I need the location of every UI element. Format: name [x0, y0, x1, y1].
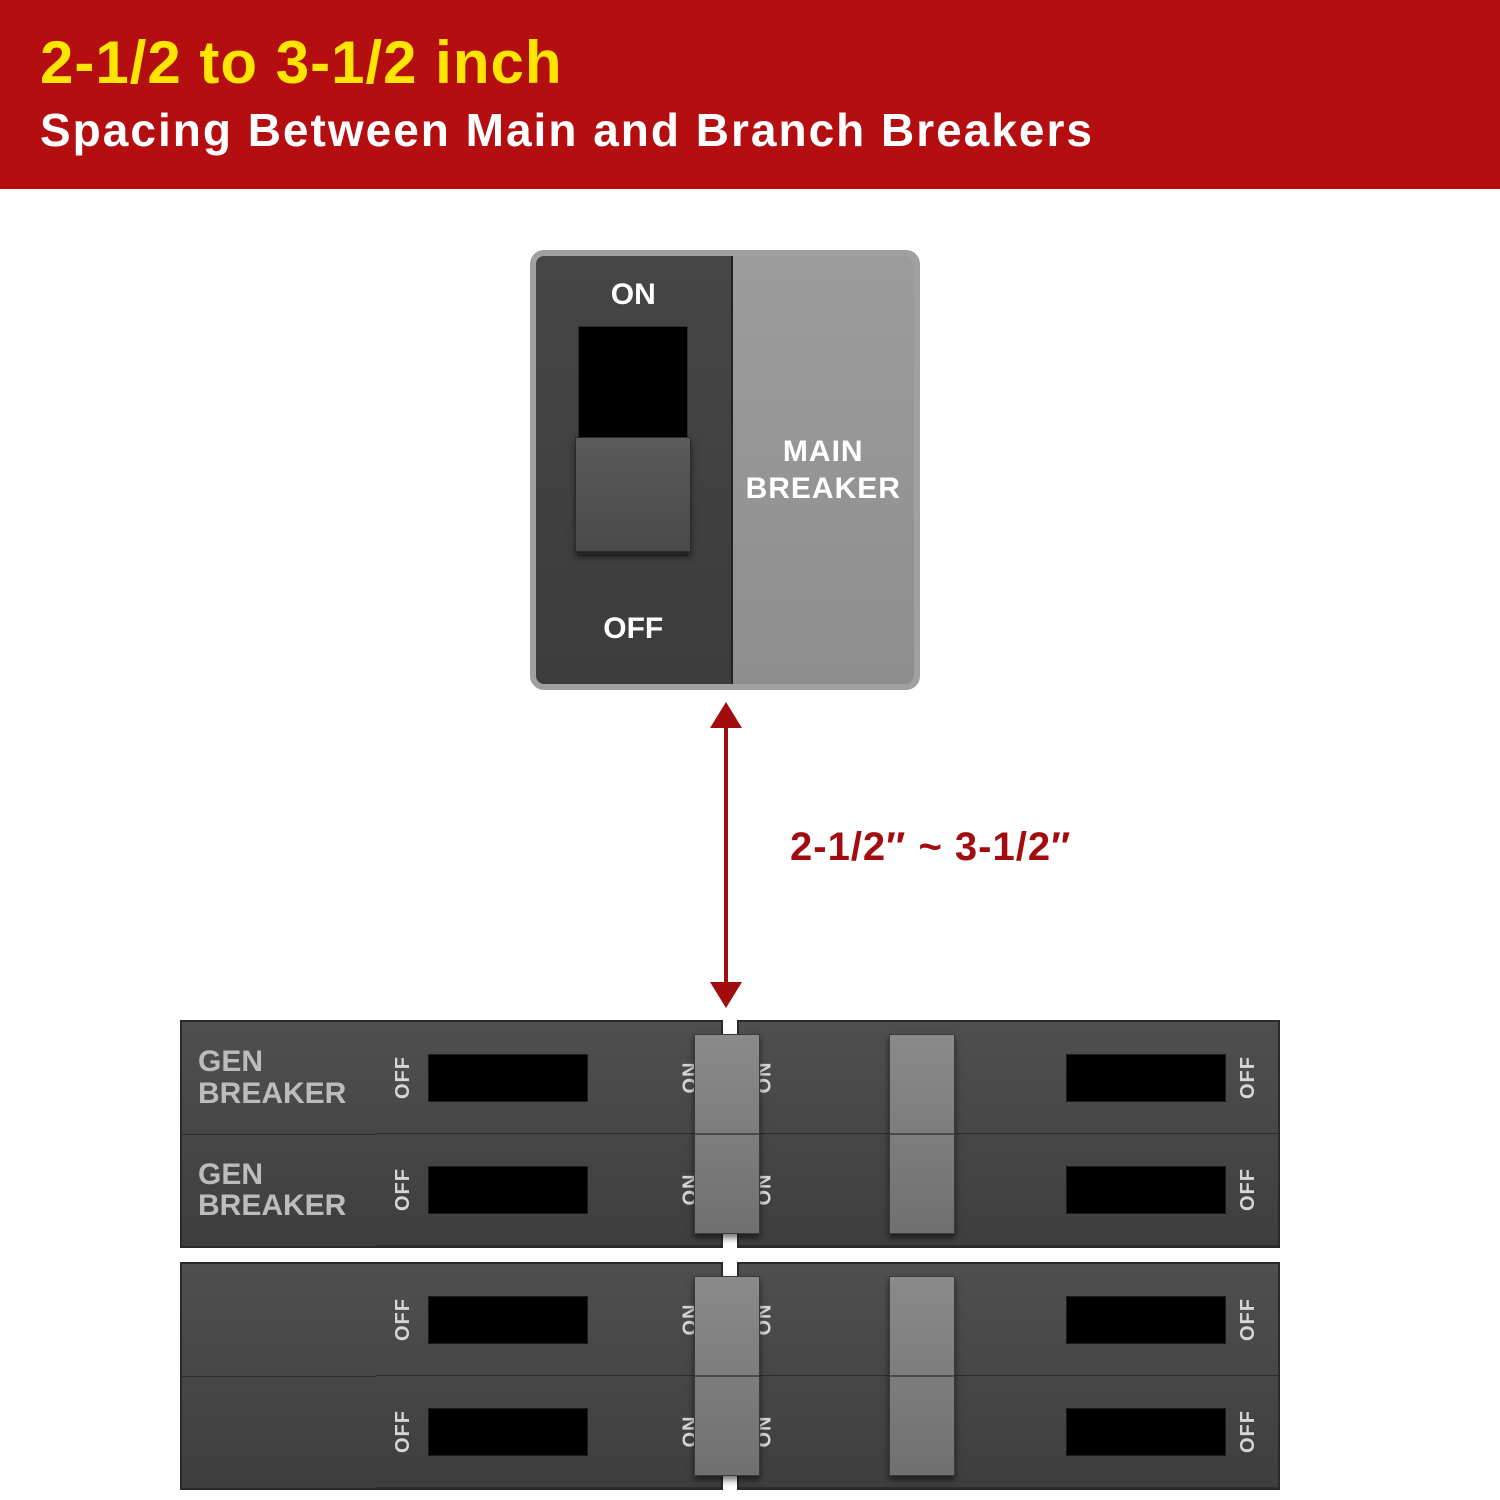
- gen-switch-column: OFF ON OFF ON: [376, 1022, 721, 1246]
- main-breaker-on-label: ON: [536, 278, 731, 312]
- arrow-head-down-icon: [710, 982, 742, 1008]
- branch-breaker-gen: GEN BREAKER GEN BREAKER OFF ON OFF ON: [180, 1020, 723, 1248]
- gen-breaker-label-1: GEN BREAKER: [182, 1022, 376, 1135]
- header-subtitle: Spacing Between Main and Branch Breakers: [40, 103, 1460, 157]
- spacing-arrow: [722, 700, 730, 1010]
- gen-row-2: OFF ON: [376, 1134, 721, 1246]
- br-slot-2: [1066, 1408, 1226, 1456]
- main-breaker-slot-opening: [579, 327, 687, 437]
- tr-switch-column: ON OFF ON OFF: [739, 1022, 1278, 1246]
- gen-breaker-label-2: GEN BREAKER: [182, 1135, 376, 1247]
- off-label: OFF: [392, 1410, 415, 1453]
- header-banner: 2-1/2 to 3-1/2 inch Spacing Between Main…: [0, 0, 1500, 189]
- off-label: OFF: [1237, 1410, 1260, 1453]
- tr-slot-2: [1066, 1166, 1226, 1214]
- branch-breaker-bottom-right: ON OFF ON OFF: [737, 1262, 1280, 1490]
- bl-slot-2: [428, 1408, 588, 1456]
- branch-breaker-bottom-left: OFF ON OFF ON: [180, 1262, 723, 1490]
- main-breaker-nameplate: MAIN BREAKER: [733, 256, 914, 684]
- main-breaker-switch-body: ON OFF: [536, 256, 733, 684]
- tr-row-1: ON OFF: [739, 1022, 1278, 1134]
- spacing-dimension-text: 2-1/2″ ~ 3-1/2″: [790, 825, 1071, 870]
- tr-slot-1: [1066, 1054, 1226, 1102]
- gen-slot-2: [428, 1166, 588, 1214]
- br-switch-column: ON OFF ON OFF: [739, 1264, 1278, 1488]
- main-breaker-off-label: OFF: [536, 612, 731, 646]
- main-breaker-slot: [578, 326, 688, 556]
- off-label: OFF: [1237, 1056, 1260, 1099]
- arrow-shaft: [724, 724, 728, 986]
- bl-label-column: [182, 1264, 376, 1488]
- bl-label-2: [182, 1377, 376, 1489]
- br-row-2: ON OFF: [739, 1376, 1278, 1488]
- gen-row-1: OFF ON: [376, 1022, 721, 1134]
- bl-breaker-handle[interactable]: [694, 1276, 760, 1476]
- tr-row-2: ON OFF: [739, 1134, 1278, 1246]
- gen-breaker-handle[interactable]: [694, 1034, 760, 1234]
- bl-label-1: [182, 1264, 376, 1377]
- branch-breakers-panel: GEN BREAKER GEN BREAKER OFF ON OFF ON ON…: [180, 1020, 1280, 1490]
- br-breaker-handle[interactable]: [889, 1276, 955, 1476]
- bl-row-2: OFF ON: [376, 1376, 721, 1488]
- off-label: OFF: [1237, 1168, 1260, 1211]
- gen-label-column: GEN BREAKER GEN BREAKER: [182, 1022, 376, 1246]
- main-breaker: ON OFF MAIN BREAKER: [530, 250, 920, 690]
- br-slot-1: [1066, 1296, 1226, 1344]
- main-breaker-handle[interactable]: [575, 437, 691, 552]
- gen-slot-1: [428, 1054, 588, 1102]
- bl-switch-column: OFF ON OFF ON: [376, 1264, 721, 1488]
- bl-row-1: OFF ON: [376, 1264, 721, 1376]
- off-label: OFF: [392, 1298, 415, 1341]
- tr-breaker-handle[interactable]: [889, 1034, 955, 1234]
- branch-breaker-top-right: ON OFF ON OFF: [737, 1020, 1280, 1248]
- br-row-1: ON OFF: [739, 1264, 1278, 1376]
- main-breaker-name-label: MAIN BREAKER: [746, 433, 901, 508]
- off-label: OFF: [392, 1056, 415, 1099]
- bl-slot-1: [428, 1296, 588, 1344]
- off-label: OFF: [1237, 1298, 1260, 1341]
- off-label: OFF: [392, 1168, 415, 1211]
- header-title: 2-1/2 to 3-1/2 inch: [40, 28, 1460, 97]
